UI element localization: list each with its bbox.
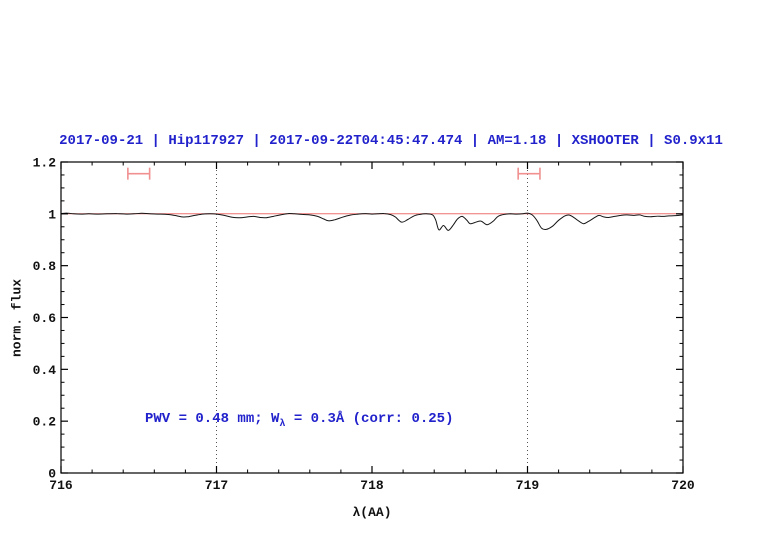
- x-tick-label-720: 720: [671, 478, 695, 493]
- x-tick-label-717: 717: [205, 478, 228, 493]
- y-axis-label: norm. flux: [9, 278, 25, 358]
- y-tick-label-0.8: 0.8: [33, 259, 57, 274]
- y-tick-label-1: 1: [48, 207, 56, 222]
- pwv-annotation-lambda-subscript: λ: [279, 418, 286, 430]
- pwv-annotation: PWV = 0.48 mm; Wλ = 0.3Å (corr: 0.25): [145, 411, 453, 430]
- figure-title: 2017-09-21 | Hip117927 | 2017-09-22T04:4…: [59, 133, 723, 149]
- y-tick-label-1.2: 1.2: [33, 156, 57, 171]
- pwv-annotation-suffix: = 0.3Å (corr: 0.25): [285, 411, 454, 427]
- y-tick-label-0.6: 0.6: [33, 311, 57, 326]
- y-tick-label-0.2: 0.2: [33, 415, 57, 430]
- y-tick-label-0: 0: [48, 467, 56, 482]
- x-tick-label-716: 716: [49, 478, 73, 493]
- y-tick-label-0.4: 0.4: [33, 363, 57, 378]
- x-tick-label-719: 719: [516, 478, 540, 493]
- x-axis-label: λ(AA): [352, 505, 392, 520]
- observed-spectrum-line: [60, 212, 684, 231]
- x-tick-label-718: 718: [360, 478, 384, 493]
- pwv-annotation-prefix: PWV = 0.48 mm; W: [145, 411, 280, 427]
